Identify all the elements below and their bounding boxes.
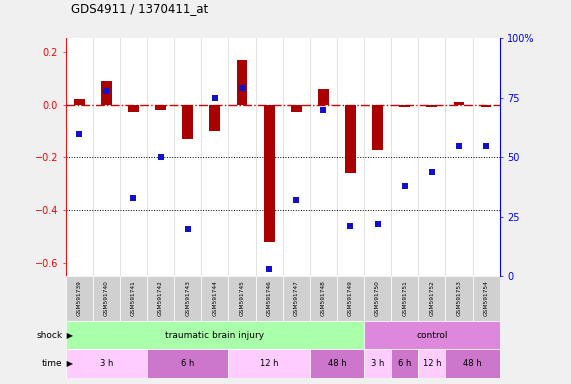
Point bbox=[238, 85, 247, 91]
Point bbox=[183, 226, 192, 232]
Text: GSM591740: GSM591740 bbox=[104, 281, 109, 316]
Bar bbox=[228, 276, 255, 321]
Point bbox=[264, 266, 274, 272]
Point bbox=[346, 223, 355, 230]
Bar bbox=[418, 276, 445, 321]
Point bbox=[319, 107, 328, 113]
Bar bbox=[101, 81, 112, 104]
Bar bbox=[202, 276, 228, 321]
Bar bbox=[391, 276, 418, 321]
Point bbox=[156, 154, 165, 161]
Text: 3 h: 3 h bbox=[100, 359, 113, 368]
Bar bbox=[473, 276, 500, 321]
Bar bbox=[182, 104, 193, 139]
Bar bbox=[291, 104, 301, 113]
Bar bbox=[66, 321, 364, 349]
Bar bbox=[345, 104, 356, 173]
Text: GSM591752: GSM591752 bbox=[429, 281, 435, 316]
Point bbox=[292, 197, 301, 204]
Text: GSM591742: GSM591742 bbox=[158, 281, 163, 316]
Bar bbox=[309, 276, 337, 321]
Bar bbox=[337, 276, 364, 321]
Text: control: control bbox=[416, 331, 448, 339]
Bar bbox=[74, 99, 85, 104]
Text: 48 h: 48 h bbox=[463, 359, 482, 368]
Bar bbox=[364, 321, 500, 349]
Bar bbox=[481, 104, 492, 107]
Bar bbox=[427, 104, 437, 107]
Bar bbox=[228, 349, 309, 378]
Bar bbox=[174, 276, 202, 321]
Point bbox=[210, 95, 219, 101]
Bar bbox=[66, 276, 93, 321]
Point bbox=[400, 183, 409, 189]
Bar bbox=[147, 276, 174, 321]
Bar bbox=[418, 349, 445, 378]
Text: 12 h: 12 h bbox=[423, 359, 441, 368]
Text: time: time bbox=[42, 359, 63, 368]
Text: GSM591750: GSM591750 bbox=[375, 281, 380, 316]
Bar bbox=[236, 60, 247, 104]
Bar bbox=[255, 276, 283, 321]
Point bbox=[455, 142, 464, 149]
Text: GSM591748: GSM591748 bbox=[321, 281, 326, 316]
Text: 48 h: 48 h bbox=[328, 359, 346, 368]
Point bbox=[427, 169, 436, 175]
Bar bbox=[391, 349, 418, 378]
Text: ▶: ▶ bbox=[64, 359, 73, 368]
Bar bbox=[399, 104, 410, 107]
Bar bbox=[120, 276, 147, 321]
Point bbox=[373, 221, 382, 227]
Point bbox=[129, 195, 138, 201]
Text: 3 h: 3 h bbox=[371, 359, 384, 368]
Text: GSM591741: GSM591741 bbox=[131, 281, 136, 316]
Bar bbox=[210, 104, 220, 131]
Bar bbox=[93, 276, 120, 321]
Text: 6 h: 6 h bbox=[181, 359, 194, 368]
Bar bbox=[445, 276, 473, 321]
Point bbox=[102, 88, 111, 94]
Point bbox=[75, 131, 84, 137]
Bar bbox=[155, 104, 166, 110]
Bar bbox=[264, 104, 275, 242]
Bar bbox=[453, 102, 464, 104]
Text: GSM591747: GSM591747 bbox=[293, 281, 299, 316]
Point bbox=[481, 142, 490, 149]
Text: GSM591745: GSM591745 bbox=[239, 281, 244, 316]
Text: ▶: ▶ bbox=[64, 331, 73, 339]
Bar bbox=[309, 349, 364, 378]
Bar bbox=[128, 104, 139, 113]
Bar bbox=[372, 104, 383, 149]
Text: GSM591746: GSM591746 bbox=[267, 281, 272, 316]
Bar bbox=[283, 276, 309, 321]
Bar bbox=[318, 89, 329, 104]
Bar bbox=[66, 349, 147, 378]
Bar bbox=[445, 349, 500, 378]
Text: 12 h: 12 h bbox=[260, 359, 278, 368]
Text: GSM591744: GSM591744 bbox=[212, 281, 218, 316]
Bar bbox=[364, 276, 391, 321]
Bar bbox=[364, 349, 391, 378]
Text: GSM591753: GSM591753 bbox=[456, 281, 461, 316]
Text: GSM591749: GSM591749 bbox=[348, 281, 353, 316]
Text: GSM591739: GSM591739 bbox=[77, 281, 82, 316]
Bar bbox=[147, 349, 228, 378]
Text: 6 h: 6 h bbox=[398, 359, 411, 368]
Text: GDS4911 / 1370411_at: GDS4911 / 1370411_at bbox=[71, 2, 208, 15]
Text: GSM591751: GSM591751 bbox=[402, 281, 407, 316]
Text: GSM591754: GSM591754 bbox=[484, 281, 489, 316]
Text: GSM591743: GSM591743 bbox=[185, 281, 190, 316]
Text: shock: shock bbox=[37, 331, 63, 339]
Text: traumatic brain injury: traumatic brain injury bbox=[165, 331, 264, 339]
